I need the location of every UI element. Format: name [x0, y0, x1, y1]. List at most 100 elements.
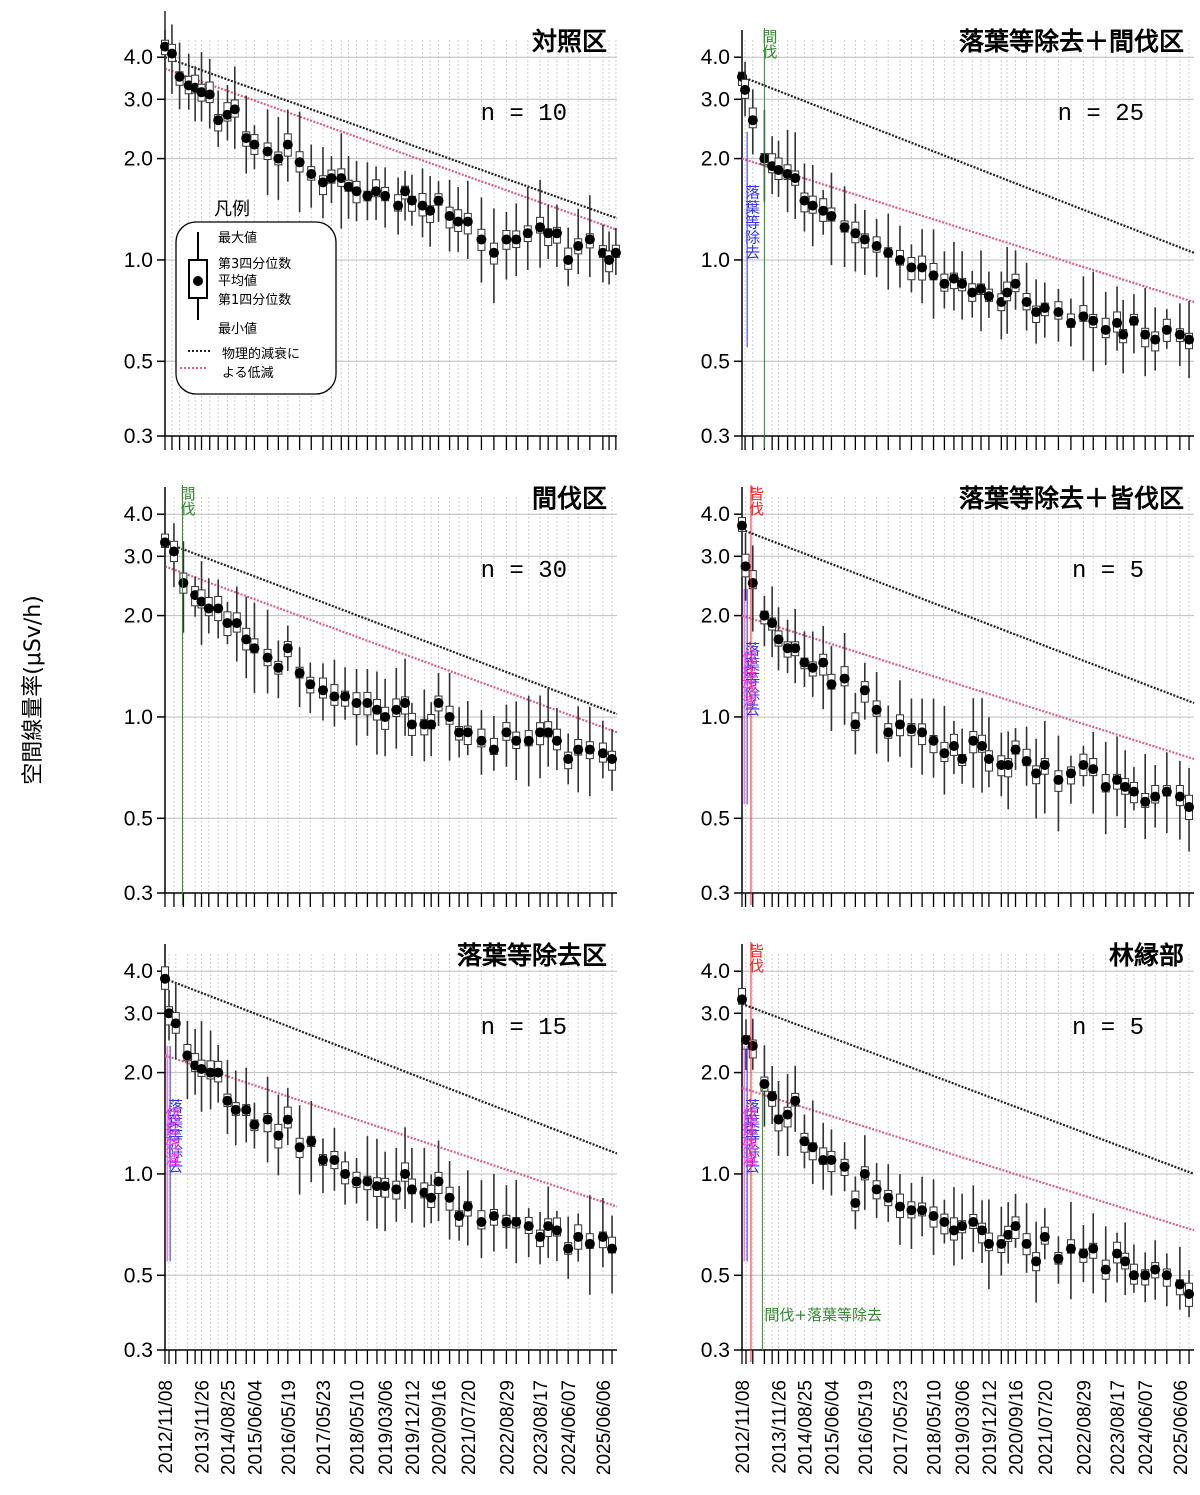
x-tick-label: 2015/06/04 [245, 1380, 266, 1476]
data-point [380, 678, 391, 757]
mean-marker [807, 662, 818, 673]
mean-marker [1140, 329, 1151, 340]
mean-marker [573, 241, 584, 252]
x-tick-label: 2012/11/08 [733, 1380, 754, 1474]
sample-size-label: n = 30 [481, 558, 567, 585]
mean-marker [362, 190, 373, 201]
data-point [488, 716, 499, 771]
data-point [584, 1195, 595, 1295]
data-point [306, 144, 317, 208]
mean-marker [476, 735, 487, 746]
x-tick-label: 2016/05/19 [856, 1380, 877, 1475]
y-tick-label: 0.5 [701, 807, 730, 830]
x-tick-label: 2015/06/04 [822, 1380, 843, 1476]
mean-marker [1174, 329, 1185, 340]
mean-marker [454, 1211, 465, 1222]
mean-marker [1031, 1256, 1042, 1267]
mean-marker [336, 173, 347, 184]
event-label: 落葉等除去 [743, 1098, 761, 1173]
mean-marker [1003, 1229, 1014, 1240]
physical-decay-curve [164, 977, 618, 1155]
data-point [850, 692, 861, 755]
mean-marker [1174, 791, 1185, 802]
mean-marker [826, 211, 837, 222]
data-point [393, 177, 404, 235]
mean-marker [1088, 315, 1099, 326]
x-tick-label: 2024/06/07 [1136, 1380, 1157, 1475]
data-point [551, 1210, 562, 1262]
y-tick-label: 0.3 [701, 1339, 730, 1362]
data-point [790, 132, 801, 220]
data-point [948, 1187, 959, 1266]
data-point [511, 701, 522, 781]
mean-marker [523, 735, 534, 746]
data-point [1184, 301, 1195, 379]
mean-marker [610, 247, 621, 258]
mean-marker [1010, 278, 1021, 289]
y-tick-label: 1.0 [124, 706, 153, 729]
mean-marker [488, 1211, 499, 1222]
data-point [859, 209, 870, 275]
legend-item-label: 最大値 [218, 230, 257, 246]
panel-title: 落葉等除去区 [457, 941, 607, 970]
physical-decay-curve [741, 528, 1195, 705]
mean-marker [1010, 1221, 1021, 1232]
mean-marker [501, 234, 512, 245]
data-point [1161, 1253, 1172, 1307]
data-point [1174, 760, 1185, 840]
mean-marker [306, 168, 317, 179]
data-point [182, 1020, 193, 1100]
data-point [178, 541, 189, 633]
mean-marker [362, 1176, 373, 1187]
mean-marker [230, 1104, 241, 1115]
panel-title: 対照区 [532, 27, 607, 56]
panel-title: 林縁部 [1109, 941, 1184, 970]
data-point [551, 708, 562, 771]
data-point [1003, 731, 1014, 810]
data-point [543, 1186, 554, 1258]
mean-marker [1053, 307, 1064, 318]
data-point [883, 1164, 894, 1222]
mean-marker [501, 1216, 512, 1227]
data-point [977, 1200, 988, 1263]
event-label: 皆伐 [747, 486, 765, 516]
mean-marker [1031, 307, 1042, 318]
data-point [928, 1179, 939, 1255]
data-point [362, 1136, 373, 1221]
mean-marker [773, 634, 784, 645]
data-point [563, 1216, 574, 1279]
y-tick-label: 2.0 [701, 148, 730, 171]
mean-marker [213, 603, 224, 614]
data-point [1078, 745, 1089, 787]
mean-marker [1031, 768, 1042, 779]
y-tick-label: 0.5 [124, 807, 153, 830]
mean-marker [433, 195, 444, 206]
mean-marker [551, 735, 562, 746]
data-point [1140, 287, 1151, 377]
mean-marker [977, 1225, 988, 1236]
mean-marker [205, 1067, 216, 1078]
mean-marker [351, 698, 362, 709]
data-point [166, 24, 177, 94]
data-point [773, 607, 784, 671]
mean-marker [604, 254, 615, 265]
mean-marker [906, 724, 917, 735]
y-tick-label: 0.5 [701, 350, 730, 373]
x-tick-label: 2018/05/10 [925, 1380, 946, 1475]
data-point [740, 532, 751, 601]
data-point [939, 251, 950, 309]
data-point [1039, 1208, 1050, 1260]
data-point [767, 586, 778, 658]
data-point [1088, 271, 1099, 372]
physical-decay-curve [164, 56, 618, 220]
mean-marker [790, 173, 801, 184]
data-point [1120, 750, 1131, 828]
x-tick-label: 2012/11/08 [156, 1380, 177, 1474]
data-point [737, 961, 747, 1037]
data-point [168, 523, 179, 588]
mean-marker [488, 247, 499, 258]
y-axis-title: 空間線量率(μSv/h) [21, 595, 46, 785]
event-label: 伐採残渣 [740, 649, 758, 709]
data-point [241, 1067, 252, 1143]
x-tick-label: 2019/03/06 [953, 1380, 974, 1475]
